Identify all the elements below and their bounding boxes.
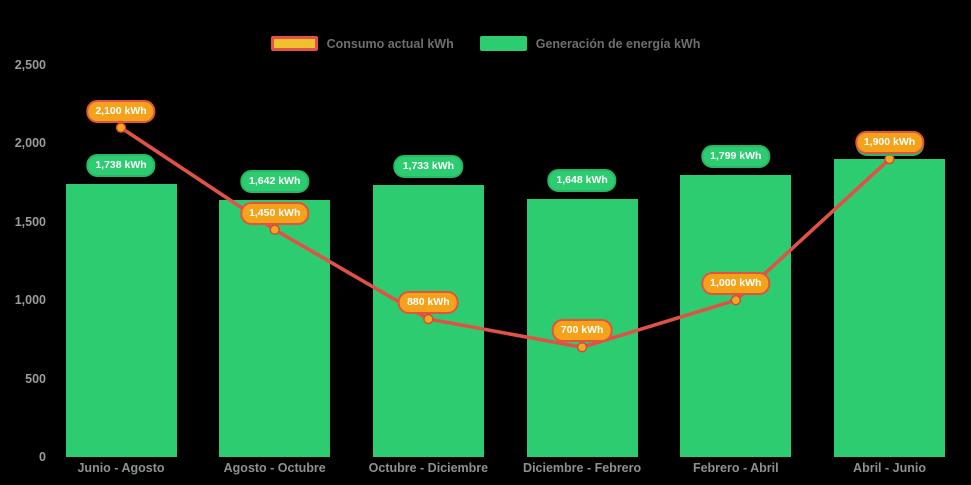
bar-5[interactable] [680,174,792,457]
line-marker-3[interactable] [423,313,434,325]
x-axis-label-1: Junio - Agosto [77,461,165,475]
y-axis-label-2500: 2,500 [14,58,46,72]
legend-item-generacion[interactable]: Generación de energía kWh [479,36,701,51]
bar-2[interactable] [219,199,331,457]
consumption-badge-1: 2,100 kWh [86,99,156,123]
x-axis-label-2: Agosto - Octubre [223,461,326,475]
generation-badge-5: 1,799 kWh [701,144,771,168]
bar-6[interactable] [834,159,945,457]
y-axis-label-1500: 1,500 [14,214,46,229]
legend-label-consumo: Consumo actual kWh [326,36,454,51]
y-axis-label-1000: 1,000 [14,293,46,308]
line-marker-5[interactable] [730,295,741,306]
consumption-badge-5: 1,000 kWh [701,272,771,296]
x-axis-label-4: Diciembre - Febrero [523,461,642,475]
consumption-badge-6: 1,900 kWh [854,131,925,155]
generation-badge-1: 1,738 kWh [86,154,156,178]
consumption-badge-3: 880 kWh [398,291,459,315]
generation-badge-2: 1,642 kWh [240,169,310,193]
legend-label-generacion: Generación de energía kWh [535,36,701,51]
generacion-swatch-icon [479,36,527,51]
x-axis-label-5: Febrero - Abril [692,461,779,475]
line-marker-2[interactable] [269,224,280,235]
y-axis-label-0: 0 [39,450,46,464]
consumo-swatch-icon [270,36,318,51]
y-axis-label-2000: 2,000 [14,136,46,151]
generation-badge-4: 1,648 kWh [547,168,617,192]
legend-item-consumo[interactable]: Consumo actual kWh [270,36,454,51]
generation-badge-3: 1,733 kWh [393,155,464,179]
x-axis-label-6: Abril - Junio [853,461,926,475]
bar-1[interactable] [65,184,177,457]
consumption-badge-4: 700 kWh [551,319,613,343]
line-marker-1[interactable] [115,122,127,133]
line-marker-4[interactable] [576,342,588,353]
x-axis-label-3: Octubre - Diciembre [368,461,489,475]
y-axis-label-500: 500 [25,371,46,386]
consumption-badge-2: 1,450 kWh [240,201,310,225]
chart-legend: Consumo actual kWh Generación de energía… [0,36,971,51]
